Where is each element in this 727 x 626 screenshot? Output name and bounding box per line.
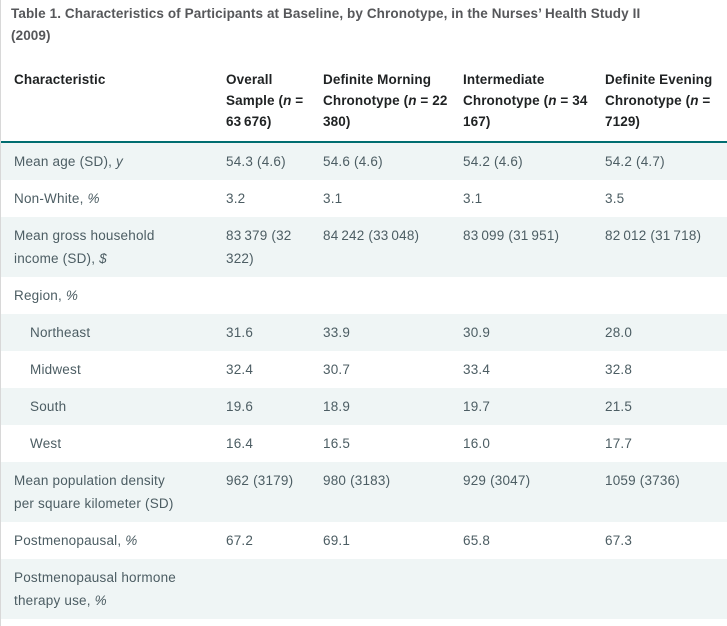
- cell-value: 28.0: [605, 314, 727, 351]
- cell-value: [323, 277, 463, 314]
- table-row-household-income: Mean gross household income (SD), $ 83 3…: [1, 217, 727, 277]
- cell-value: [605, 559, 727, 619]
- table-body: Mean age (SD), y 54.3 (4.6) 54.6 (4.6) 5…: [1, 142, 727, 619]
- cell-value: 84 242 (33 048): [323, 217, 463, 277]
- cell-value: 65.8: [463, 533, 491, 548]
- column-header-overall-sample: Overall Sample (n = 63 676): [226, 47, 323, 143]
- row-label: Non-White, %: [14, 191, 100, 206]
- row-label: West: [30, 436, 62, 451]
- cell-value: 980 (3183): [323, 462, 463, 522]
- cell-value: 82 012 (31 718): [605, 217, 727, 277]
- cell-value: 31.6: [226, 314, 323, 351]
- cell-value: [463, 559, 605, 619]
- column-header-definite-morning: Definite Morning Chronotype (n = 22 380): [323, 47, 463, 143]
- cell-value: 17.7: [605, 436, 633, 451]
- cell-value: 67.2: [226, 533, 254, 548]
- table-row-region: Region, %: [1, 277, 727, 314]
- cell-value: 54.2 (4.7): [605, 142, 727, 180]
- cell-value: [226, 559, 323, 619]
- cell-value: 3.1: [323, 191, 343, 206]
- cell-value: 16.0: [463, 436, 491, 451]
- cell-value: 3.1: [463, 191, 483, 206]
- cell-value: 32.4: [226, 362, 254, 377]
- table-row-midwest: Midwest 32.4 30.7 33.4 32.8: [1, 351, 727, 388]
- cell-value: 54.3 (4.6): [226, 142, 323, 180]
- table-row-south: South 19.6 18.9 19.7 21.5: [1, 388, 727, 425]
- cell-value: 18.9: [323, 388, 463, 425]
- cell-value: 21.5: [605, 388, 727, 425]
- row-label: Postmenopausal, %: [14, 533, 138, 548]
- row-label: South: [1, 388, 226, 425]
- column-header-definite-evening: Definite Evening Chronotype (n = 7129): [605, 47, 727, 143]
- row-label: Postmenopausal hormone therapy use, %: [1, 559, 226, 619]
- cell-value: 16.5: [323, 436, 351, 451]
- table-row-non-white: Non-White, % 3.2 3.1 3.1 3.5: [1, 180, 727, 217]
- cell-value: 929 (3047): [463, 462, 605, 522]
- cell-value: 83 099 (31 951): [463, 217, 605, 277]
- cell-value: [605, 277, 727, 314]
- cell-value: 1059 (3736): [605, 462, 727, 522]
- cell-value: [226, 277, 323, 314]
- cell-value: 54.6 (4.6): [323, 142, 463, 180]
- table-row-population-density: Mean population density per square kilom…: [1, 462, 727, 522]
- row-label: Mean gross household income (SD), $: [1, 217, 226, 277]
- table-row-northeast: Northeast 31.6 33.9 30.9 28.0: [1, 314, 727, 351]
- cell-value: 19.7: [463, 388, 605, 425]
- cell-value: 3.2: [226, 191, 246, 206]
- cell-value: 54.2 (4.6): [463, 142, 605, 180]
- cell-value: [323, 559, 463, 619]
- row-label: Mean age (SD), y: [1, 142, 226, 180]
- row-label: Midwest: [30, 362, 81, 377]
- cell-value: 30.9: [463, 314, 605, 351]
- cell-value: [463, 277, 605, 314]
- column-header-intermediate: Intermediate Chronotype (n = 34 167): [463, 47, 605, 143]
- table-row-postmenopausal: Postmenopausal, % 67.2 69.1 65.8 67.3: [1, 522, 727, 559]
- cell-value: 69.1: [323, 533, 351, 548]
- cell-value: 16.4: [226, 436, 254, 451]
- header-row: Characteristic Overall Sample (n = 63 67…: [1, 47, 727, 143]
- row-label: Northeast: [1, 314, 226, 351]
- cell-value: 67.3: [605, 533, 633, 548]
- column-header-characteristic: Characteristic: [1, 47, 226, 143]
- characteristics-table: Characteristic Overall Sample (n = 63 67…: [1, 47, 727, 619]
- cell-value: 962 (3179): [226, 462, 323, 522]
- row-label: Region, %: [14, 288, 79, 303]
- cell-value: 19.6: [226, 388, 323, 425]
- table-title: Table 1. Characteristics of Participants…: [11, 6, 641, 43]
- cell-value: 33.9: [323, 314, 463, 351]
- cell-value: 32.8: [605, 362, 633, 377]
- cell-value: 33.4: [463, 362, 491, 377]
- table-row-west: West 16.4 16.5 16.0 17.7: [1, 425, 727, 462]
- table-header: Characteristic Overall Sample (n = 63 67…: [1, 47, 727, 143]
- row-label: Mean population density per square kilom…: [1, 462, 226, 522]
- table-row-hormone-therapy: Postmenopausal hormone therapy use, %: [1, 559, 727, 619]
- cell-value: 3.5: [605, 191, 625, 206]
- cell-value: 30.7: [323, 362, 351, 377]
- table-row-mean-age: Mean age (SD), y 54.3 (4.6) 54.6 (4.6) 5…: [1, 142, 727, 180]
- cell-value: 83 379 (32 322): [226, 217, 323, 277]
